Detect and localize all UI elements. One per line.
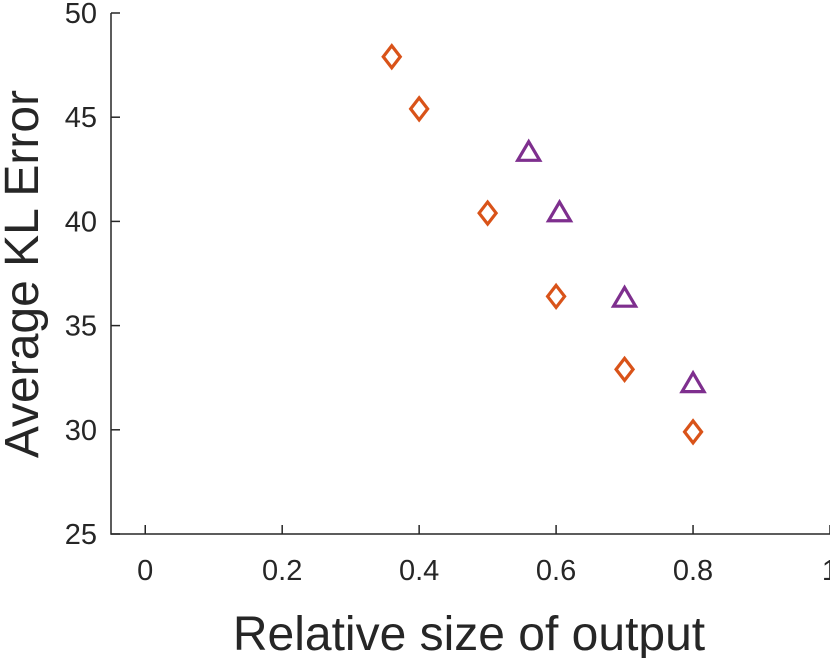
triangle-point [610, 284, 639, 308]
x-tick-label: 0.4 [399, 555, 439, 587]
diamond-point [477, 199, 499, 227]
y-tick-label: 40 [65, 206, 97, 238]
x-tick-label: 1 [822, 555, 830, 587]
y-tick-label: 50 [65, 0, 97, 30]
y-axis-title: Average KL Error [0, 90, 49, 458]
x-tick-label: 0.2 [262, 555, 302, 587]
x-tick-label: 0 [137, 555, 153, 587]
x-tick-label: 0.6 [536, 555, 576, 587]
triangle-point [514, 138, 543, 162]
x-tick-label: 0.8 [673, 555, 713, 587]
axis-lines [110, 13, 830, 535]
y-tick-label: 35 [65, 311, 97, 343]
diamond-point [545, 282, 567, 311]
data-marks [381, 43, 707, 446]
triangle-point [545, 198, 574, 223]
diamond-point [381, 43, 403, 71]
diamond-point [682, 418, 704, 446]
x-axis-title: Relative size of output [233, 608, 705, 658]
diamond-point [408, 95, 430, 123]
y-tick-label: 25 [65, 519, 97, 551]
diamond-point [614, 355, 636, 383]
y-tick-label: 45 [65, 102, 97, 134]
y-tick-label: 30 [65, 415, 97, 447]
triangle-point [679, 369, 707, 394]
axes: 25 30 35 40 45 50 0 0.2 0.4 0.6 0.8 1 [65, 0, 830, 587]
